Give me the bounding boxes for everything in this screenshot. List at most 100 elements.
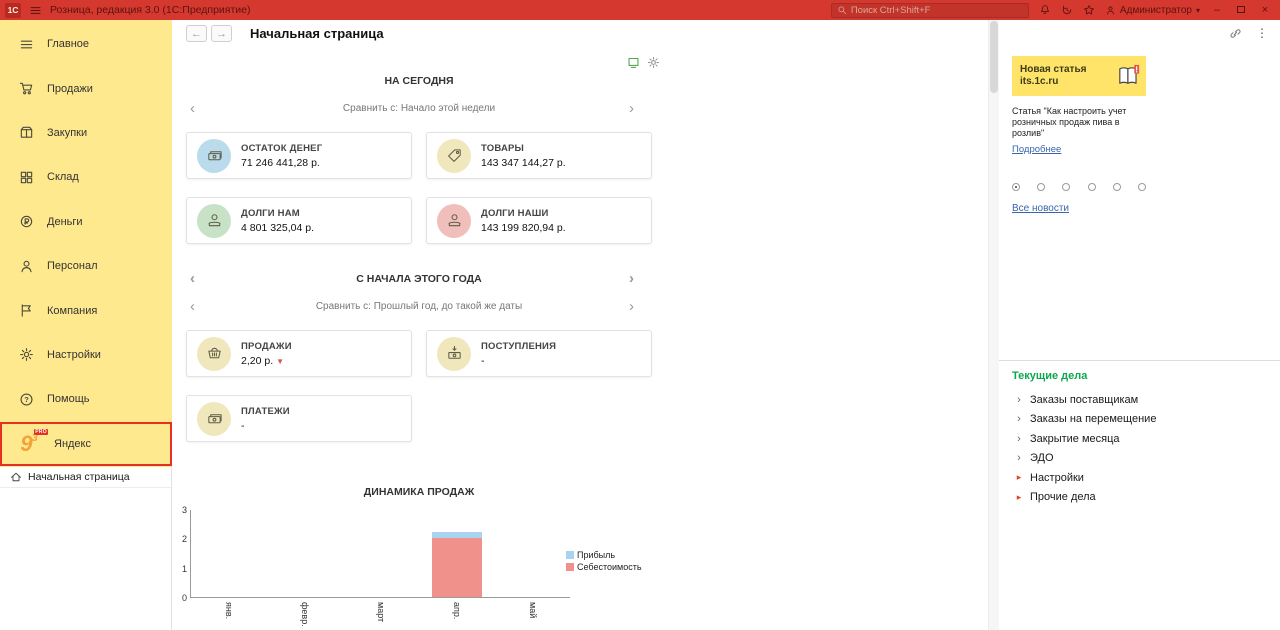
- banner-site: its.1c.ru: [1020, 76, 1059, 87]
- card-receipts[interactable]: ПОСТУПЛЕНИЯ -: [426, 330, 652, 377]
- basket-icon: [197, 336, 231, 371]
- next-period-icon[interactable]: ›: [629, 298, 634, 315]
- sidebar-item-help[interactable]: ? Помощь: [0, 377, 172, 421]
- chevron-down-icon: ▾: [1195, 5, 1200, 15]
- card-our-debts[interactable]: ДОЛГИ НАШИ 143 199 820,94 р.: [426, 197, 652, 244]
- more-link[interactable]: Подробнее: [1012, 144, 1062, 155]
- y-tick-label: 1: [181, 563, 187, 574]
- sidebar-item-warehouse[interactable]: Склад: [0, 155, 172, 199]
- notifications-bell-icon[interactable]: [1039, 4, 1051, 16]
- tasks-heading: Текущие дела: [1012, 370, 1088, 382]
- chart-title: ДИНАМИКА ПРОДАЖ: [363, 486, 475, 498]
- y-tick-label: 0: [181, 593, 187, 603]
- chart-legend: Прибыль Себестоимость: [566, 550, 642, 574]
- task-item-purchase-orders[interactable]: › Заказы поставщикам: [1012, 390, 1280, 410]
- forward-button[interactable]: →: [211, 25, 232, 42]
- task-item-edo[interactable]: › ЭДО: [1012, 449, 1280, 469]
- chevron-right-icon: ›: [1017, 452, 1021, 465]
- favorites-star-icon[interactable]: [1083, 4, 1095, 16]
- user-menu[interactable]: Администратор ▾: [1105, 5, 1200, 16]
- prev-period-icon[interactable]: ‹: [190, 100, 195, 117]
- svg-text:?: ?: [24, 395, 29, 404]
- news-dot[interactable]: [1137, 183, 1146, 191]
- news-article-text: Статья "Как настроить учет розничных про…: [1012, 106, 1127, 138]
- today-compare-label[interactable]: Сравнить с: Начало этой недели: [342, 103, 496, 114]
- chevron-right-icon: ›: [1017, 432, 1021, 445]
- vertical-scrollbar[interactable]: [988, 20, 999, 630]
- hamburger-menu-icon[interactable]: [29, 4, 42, 17]
- news-banner[interactable]: Новая статья its.1c.ru: [1012, 56, 1146, 96]
- task-item-transfer-orders[interactable]: › Заказы на перемещение: [1012, 410, 1280, 430]
- card-debts-to-us[interactable]: ДОЛГИ НАМ 4 801 325,04 р.: [186, 197, 412, 244]
- minimize-button[interactable]: –: [1213, 4, 1221, 16]
- sidebar-item-settings[interactable]: Настройки: [0, 333, 172, 377]
- card-sales[interactable]: ПРОДАЖИ 2,20 р. ▼: [186, 330, 412, 377]
- person-icon: [19, 259, 34, 274]
- year-compare-label[interactable]: Сравнить с: Прошлый год, до такой же дат…: [315, 301, 523, 312]
- tab-home-page[interactable]: Начальная страница: [0, 467, 171, 488]
- bar-segment: [432, 532, 482, 539]
- hand-coin-icon: [197, 203, 231, 238]
- search-input[interactable]: [850, 4, 1023, 16]
- banner-title: Новая статья: [1020, 64, 1087, 75]
- sales-dynamics-chart: ДИНАМИКА ПРОДАЖ 0 1 2 3 янв. февр. март апр. май…: [182, 486, 652, 627]
- flag-icon: [19, 303, 34, 318]
- history-icon[interactable]: [1061, 4, 1073, 16]
- sidebar-item-purchases[interactable]: Закупки: [0, 111, 172, 155]
- home-icon: [10, 471, 22, 483]
- user-name: Администратор: [1119, 4, 1192, 16]
- right-panel: ⋮ Новая статья its.1c.ru Статья "Как нас…: [999, 20, 1280, 630]
- tasks-widget: Текущие дела › Заказы поставщикам › Заказы …: [999, 360, 1280, 507]
- news-dot[interactable]: [1062, 183, 1071, 191]
- next-period-icon[interactable]: ›: [629, 100, 634, 117]
- task-item-month-closing[interactable]: › Закрытие месяца: [1012, 429, 1280, 449]
- news-dot[interactable]: [1087, 183, 1096, 191]
- menu-icon: [19, 37, 34, 52]
- chevron-right-icon: ›: [1017, 393, 1021, 406]
- y-tick-label: 2: [181, 534, 187, 545]
- back-button[interactable]: ←: [186, 25, 207, 42]
- settings-gear-icon[interactable]: [647, 56, 660, 69]
- global-search[interactable]: [830, 2, 1029, 18]
- news-dot[interactable]: [1112, 183, 1121, 191]
- card-payments[interactable]: ПЛАТЕЖИ -: [186, 395, 412, 442]
- today-cards: ОСТАТОК ДЕНЕГ 71 246 441,28 р. ТОВАРЫ 143 3…: [186, 132, 652, 244]
- user-icon: [1105, 5, 1116, 16]
- next-section-icon[interactable]: ›: [629, 270, 634, 287]
- more-menu-icon[interactable]: ⋮: [1256, 26, 1268, 40]
- today-section-heading: НА СЕГОДНЯ: [384, 75, 454, 87]
- book-icon: [1115, 63, 1142, 90]
- customize-view-icon[interactable]: [627, 56, 640, 69]
- year-compare-row: ‹ Сравнить с: Прошлый год, до такой же д…: [186, 298, 652, 315]
- sidebar-item-company[interactable]: Компания: [0, 288, 172, 332]
- task-item-other[interactable]: ▸ Прочие дела: [1016, 491, 1096, 504]
- prev-section-icon[interactable]: ‹: [190, 270, 195, 287]
- hand-coin-icon: [437, 203, 471, 238]
- news-dot[interactable]: [1012, 183, 1020, 191]
- page-title: Начальная страница: [250, 26, 384, 41]
- card-cash-balance[interactable]: ОСТАТОК ДЕНЕГ 71 246 441,28 р.: [186, 132, 412, 179]
- sidebar-item-sales[interactable]: Продажи: [0, 66, 172, 110]
- task-item-settings[interactable]: ▸ Настройки: [1016, 471, 1084, 484]
- sidebar-item-money[interactable]: Деньги: [0, 200, 172, 244]
- x-axis-label: апр.: [452, 602, 462, 620]
- money-stack-icon: [197, 401, 231, 436]
- maximize-button[interactable]: [1234, 1, 1248, 19]
- scrollbar-thumb[interactable]: [990, 21, 998, 93]
- main-menu-sidebar: Главное Продажи Закупки Склад Деньги Персонал…: [0, 20, 172, 467]
- sidebar-item-staff[interactable]: Персонал: [0, 244, 172, 288]
- card-goods[interactable]: ТОВАРЫ 143 347 144,27 р.: [426, 132, 652, 179]
- all-news-link[interactable]: Все новости: [1012, 203, 1070, 214]
- prev-period-icon[interactable]: ‹: [190, 298, 195, 315]
- sidebar-item-yandex[interactable]: 9 3 PRO Яндекс: [0, 421, 172, 466]
- chevron-right-icon: ›: [1017, 413, 1021, 426]
- get-link-icon[interactable]: [1229, 27, 1242, 40]
- year-cards: ПРОДАЖИ 2,20 р. ▼ ПОСТУПЛЕНИЯ - ПЛАТЕЖИ -: [186, 330, 652, 442]
- close-button[interactable]: ×: [1261, 4, 1269, 16]
- sidebar-item-main[interactable]: Главное: [0, 22, 172, 66]
- content-tools: [627, 56, 660, 69]
- news-pager: [1012, 183, 1146, 191]
- news-dot[interactable]: [1037, 183, 1046, 191]
- x-axis-label: янв.: [224, 602, 234, 620]
- price-tag-icon: [437, 138, 471, 173]
